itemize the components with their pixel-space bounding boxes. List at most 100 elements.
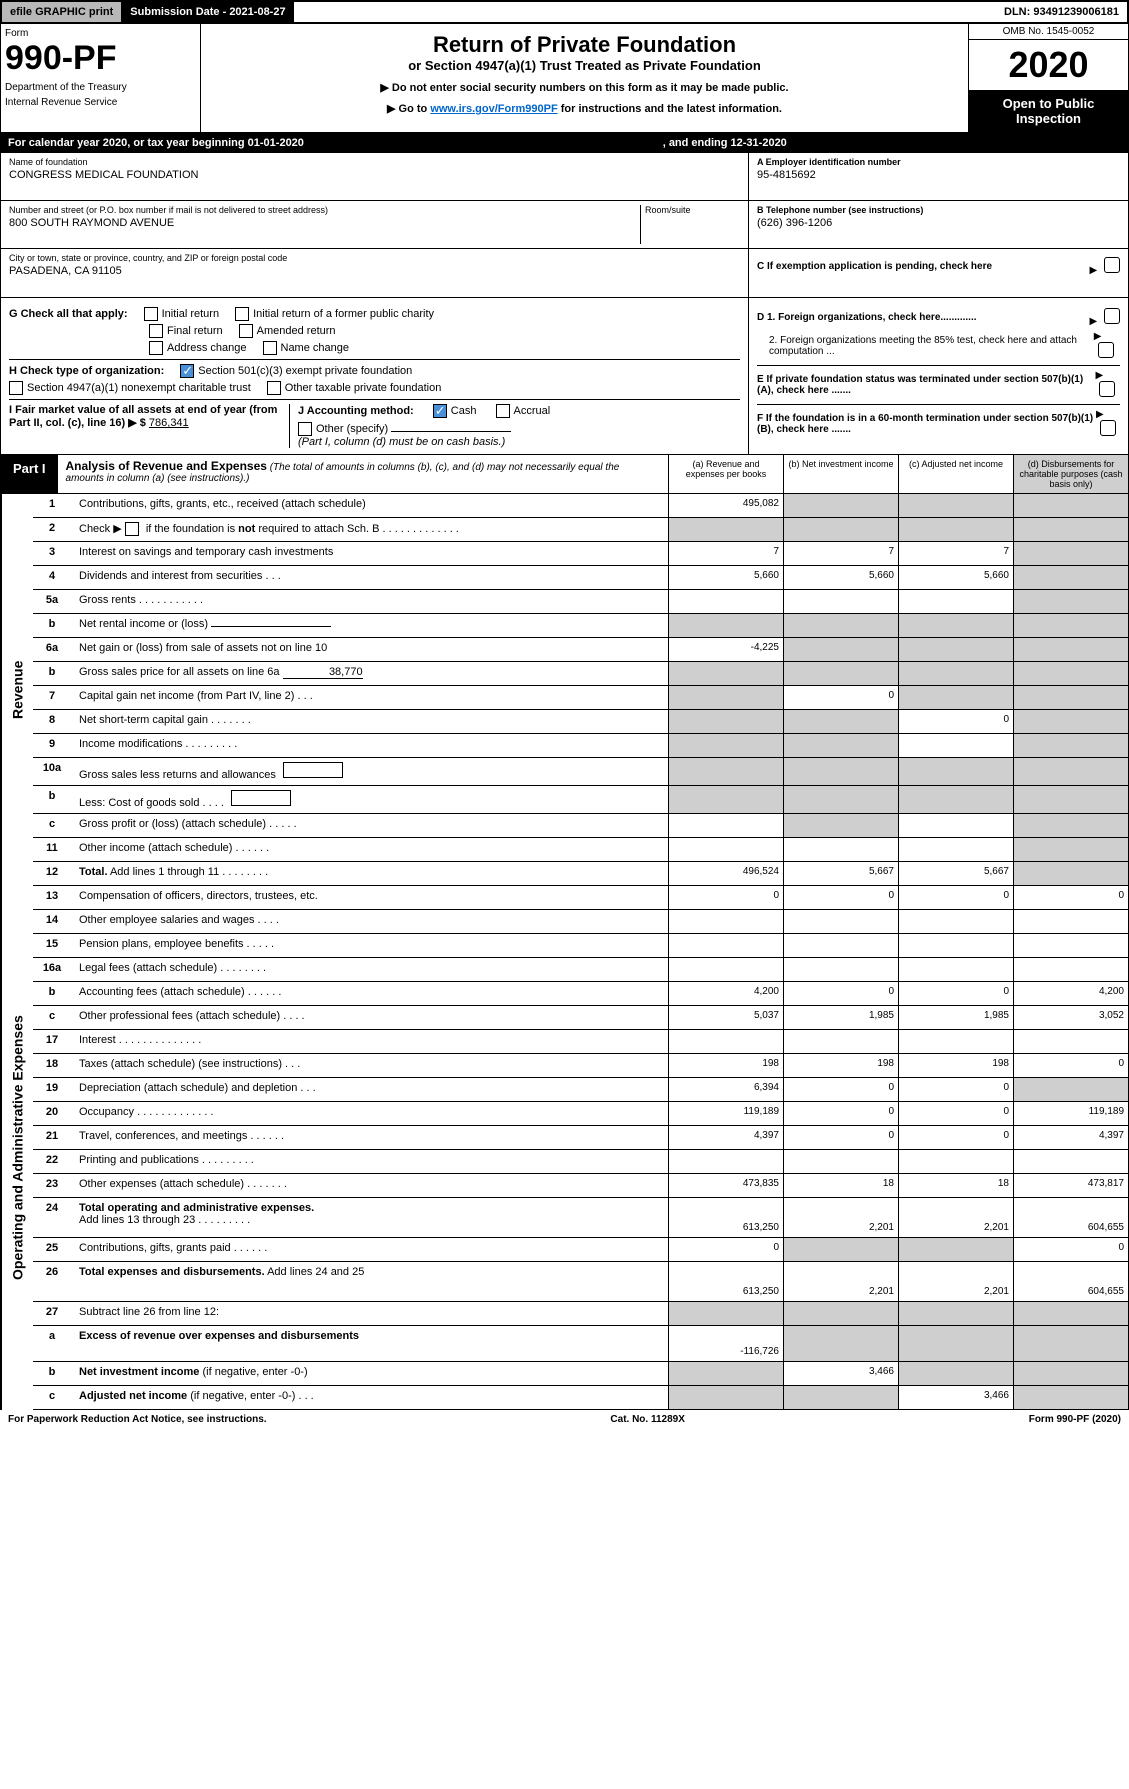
phone-label: B Telephone number (see instructions) bbox=[757, 205, 1120, 215]
ein-cell: A Employer identification number 95-4815… bbox=[749, 153, 1128, 201]
info-left: Name of foundation CONGRESS MEDICAL FOUN… bbox=[1, 153, 748, 297]
footer: For Paperwork Reduction Act Notice, see … bbox=[0, 1410, 1129, 1429]
line-10a: 10aGross sales less returns and allowanc… bbox=[33, 758, 1128, 786]
line-24: 24Total operating and administrative exp… bbox=[33, 1198, 1128, 1238]
submission-date: Submission Date - 2021-08-27 bbox=[122, 2, 293, 22]
d2-label: 2. Foreign organizations meeting the 85%… bbox=[757, 335, 1094, 357]
j-cash-checkbox[interactable] bbox=[433, 404, 447, 418]
e-label: E If private foundation status was termi… bbox=[757, 374, 1095, 396]
name-cell: Name of foundation CONGRESS MEDICAL FOUN… bbox=[1, 153, 748, 201]
h-label: H Check type of organization: bbox=[9, 365, 164, 377]
j-cash: Cash bbox=[451, 405, 477, 417]
form-link[interactable]: www.irs.gov/Form990PF bbox=[430, 103, 557, 115]
name-label: Name of foundation bbox=[9, 157, 740, 167]
room-label: Room/suite bbox=[645, 205, 740, 215]
col-a-header: (a) Revenue and expenses per books bbox=[668, 455, 783, 493]
calendar-text1: For calendar year 2020, or tax year begi… bbox=[8, 137, 663, 149]
dln-number: DLN: 93491239006181 bbox=[996, 2, 1127, 22]
part1-header: Part I Analysis of Revenue and Expenses … bbox=[0, 455, 1129, 494]
d1-checkbox[interactable] bbox=[1104, 308, 1120, 324]
initial-return: Initial return bbox=[162, 308, 219, 320]
tax-year: 2020 bbox=[969, 40, 1128, 90]
c-cell: C If exemption application is pending, c… bbox=[749, 249, 1128, 284]
line-13: 13Compensation of officers, directors, t… bbox=[33, 886, 1128, 910]
checks-left: G Check all that apply: Initial return I… bbox=[1, 298, 748, 454]
line-12: 12Total. Add lines 1 through 11 . . . . … bbox=[33, 862, 1128, 886]
sch-b-checkbox[interactable] bbox=[125, 522, 139, 536]
name-change-checkbox[interactable] bbox=[263, 341, 277, 355]
c-label: C If exemption application is pending, c… bbox=[757, 261, 992, 272]
h-501c3: Section 501(c)(3) exempt private foundat… bbox=[198, 365, 412, 377]
ein: 95-4815692 bbox=[757, 169, 1120, 181]
final-checkbox[interactable] bbox=[149, 324, 163, 338]
h-501c3-checkbox[interactable] bbox=[180, 364, 194, 378]
expenses-rows: 13Compensation of officers, directors, t… bbox=[33, 886, 1128, 1410]
line-6b: bGross sales price for all assets on lin… bbox=[33, 662, 1128, 686]
info-section: Name of foundation CONGRESS MEDICAL FOUN… bbox=[0, 153, 1129, 298]
revenue-side-label: Revenue bbox=[1, 494, 33, 886]
part1-title: Analysis of Revenue and Expenses bbox=[66, 459, 267, 473]
i-label: I Fair market value of all assets at end… bbox=[9, 404, 277, 429]
c-checkbox[interactable] bbox=[1104, 257, 1120, 273]
line-1: 1Contributions, gifts, grants, etc., rec… bbox=[33, 494, 1128, 518]
line-5b: bNet rental income or (loss) bbox=[33, 614, 1128, 638]
form-column: Form 990-PF Department of the Treasury I… bbox=[1, 24, 201, 132]
info-right: A Employer identification number 95-4815… bbox=[748, 153, 1128, 297]
j-note: (Part I, column (d) must be on cash basi… bbox=[298, 436, 740, 448]
f-label: F If the foundation is in a 60-month ter… bbox=[757, 413, 1096, 435]
d2-checkbox[interactable] bbox=[1098, 342, 1114, 358]
header-left: efile GRAPHIC print Submission Date - 20… bbox=[2, 2, 294, 22]
city: PASADENA, CA 91105 bbox=[9, 265, 740, 277]
j-accrual: Accrual bbox=[514, 405, 551, 417]
part1-title-cell: Analysis of Revenue and Expenses (The to… bbox=[58, 455, 668, 493]
dept-treasury: Department of the Treasury bbox=[5, 82, 196, 93]
col-c-header: (c) Adjusted net income bbox=[898, 455, 1013, 493]
line-27b: bNet investment income (if negative, ent… bbox=[33, 1362, 1128, 1386]
col-b-header: (b) Net investment income bbox=[783, 455, 898, 493]
j-other-checkbox[interactable] bbox=[298, 422, 312, 436]
initial-former-checkbox[interactable] bbox=[235, 307, 249, 321]
title-column: Return of Private Foundation or Section … bbox=[201, 24, 968, 132]
subtitle: or Section 4947(a)(1) Trust Treated as P… bbox=[209, 58, 960, 73]
checks-right: D 1. Foreign organizations, check here..… bbox=[748, 298, 1128, 454]
line-14: 14Other employee salaries and wages . . … bbox=[33, 910, 1128, 934]
f-checkbox[interactable] bbox=[1100, 420, 1116, 436]
line-7: 7Capital gain net income (from Part IV, … bbox=[33, 686, 1128, 710]
efile-button[interactable]: efile GRAPHIC print bbox=[2, 2, 122, 22]
amended-return: Amended return bbox=[257, 325, 336, 337]
address-checkbox[interactable] bbox=[149, 341, 163, 355]
i-value: 786,341 bbox=[149, 417, 189, 429]
line-26: 26Total expenses and disbursements. Add … bbox=[33, 1262, 1128, 1302]
line-19: 19Depreciation (attach schedule) and dep… bbox=[33, 1078, 1128, 1102]
foundation-name: CONGRESS MEDICAL FOUNDATION bbox=[9, 169, 740, 181]
amended-checkbox[interactable] bbox=[239, 324, 253, 338]
j-accrual-checkbox[interactable] bbox=[496, 404, 510, 418]
address: 800 SOUTH RAYMOND AVENUE bbox=[9, 217, 640, 229]
line-10b: bLess: Cost of goods sold . . . . bbox=[33, 786, 1128, 814]
calendar-text2: , and ending 12-31-2020 bbox=[663, 137, 1121, 149]
h-other-checkbox[interactable] bbox=[267, 381, 281, 395]
city-label: City or town, state or province, country… bbox=[9, 253, 740, 263]
inst2a: ▶ Go to bbox=[387, 103, 430, 115]
line-15: 15Pension plans, employee benefits . . .… bbox=[33, 934, 1128, 958]
footer-center: Cat. No. 11289X bbox=[610, 1414, 684, 1425]
initial-checkbox[interactable] bbox=[144, 307, 158, 321]
initial-former: Initial return of a former public charit… bbox=[253, 308, 434, 320]
line-16b: bAccounting fees (attach schedule) . . .… bbox=[33, 982, 1128, 1006]
line-9: 9Income modifications . . . . . . . . . bbox=[33, 734, 1128, 758]
j-other: Other (specify) bbox=[316, 423, 388, 435]
city-cell: City or town, state or province, country… bbox=[1, 249, 748, 297]
h-4947: Section 4947(a)(1) nonexempt charitable … bbox=[27, 382, 251, 394]
addr-cell: Number and street (or P.O. box number if… bbox=[1, 201, 748, 249]
h-4947-checkbox[interactable] bbox=[9, 381, 23, 395]
line-8: 8Net short-term capital gain . . . . . .… bbox=[33, 710, 1128, 734]
e-checkbox[interactable] bbox=[1099, 381, 1115, 397]
checks-section: G Check all that apply: Initial return I… bbox=[0, 298, 1129, 455]
line-3: 3Interest on savings and temporary cash … bbox=[33, 542, 1128, 566]
line-11: 11Other income (attach schedule) . . . .… bbox=[33, 838, 1128, 862]
form-label: Form bbox=[5, 28, 196, 39]
address-change: Address change bbox=[167, 342, 247, 354]
line-16a: 16aLegal fees (attach schedule) . . . . … bbox=[33, 958, 1128, 982]
line-10c: cGross profit or (loss) (attach schedule… bbox=[33, 814, 1128, 838]
omb-number: OMB No. 1545-0052 bbox=[969, 24, 1128, 40]
